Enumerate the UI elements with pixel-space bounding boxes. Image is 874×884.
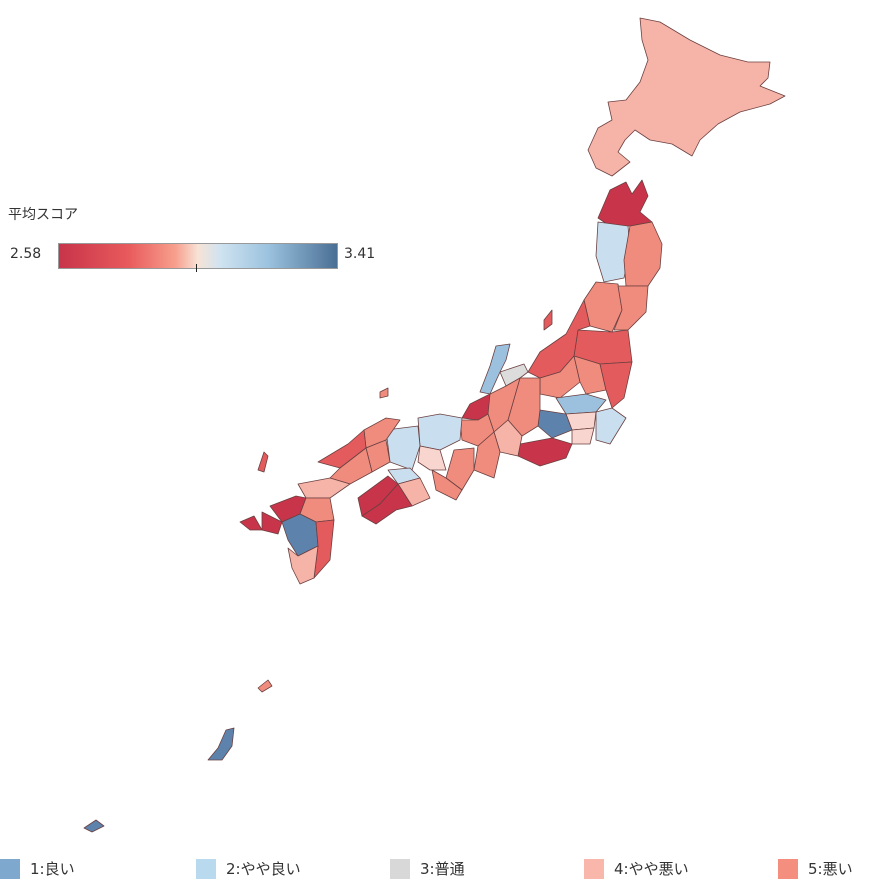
region-hokkaido[interactable] [587,17,786,177]
legend-min-label: 2.58 [10,246,42,262]
region-kyoto[interactable] [417,413,463,451]
region-tsushima[interactable] [257,451,269,473]
region-hiroshima[interactable] [329,447,373,485]
category-label: 4:やや悪い [614,860,689,878]
category-swatch [778,858,798,879]
category-legend-item-4[interactable]: 4:やや悪い [584,858,689,879]
region-akita[interactable] [595,221,631,283]
region-osaka[interactable] [417,445,447,471]
region-okinawa[interactable] [207,727,235,761]
region-mie[interactable] [473,431,501,479]
region-sakishima[interactable] [83,819,105,833]
category-swatch [0,858,20,879]
category-swatch [390,858,410,879]
region-chiba[interactable] [595,407,627,445]
region-nara[interactable] [445,447,475,491]
region-saga[interactable] [261,511,283,535]
category-swatch [584,858,604,879]
region-sado[interactable] [543,309,553,331]
region-niigata[interactable] [527,299,591,379]
region-oki[interactable] [379,387,389,399]
region-wakayama[interactable] [431,469,463,501]
category-legend: 1:良い 2:やや良い 3:普通 4:やや悪い 5:悪い [0,858,874,884]
category-label: 3:普通 [420,860,465,878]
region-miyazaki[interactable] [313,519,335,579]
region-shimane[interactable] [317,429,367,469]
category-legend-item-2[interactable]: 2:やや良い [196,858,301,879]
region-toyama[interactable] [499,363,529,387]
region-kanagawa[interactable] [571,427,595,445]
category-label: 5:悪い [808,860,853,878]
category-label: 1:良い [30,860,75,878]
region-iwate[interactable] [623,221,663,287]
category-legend-item-1[interactable]: 1:良い [0,858,75,879]
region-kagoshima[interactable] [287,545,319,585]
region-saitama[interactable] [555,393,607,415]
region-nagasaki[interactable] [239,515,263,531]
category-swatch [196,858,216,879]
legend-title: 平均スコア [8,207,78,223]
region-ibaraki[interactable] [599,361,633,409]
color-scale-tick [196,264,197,272]
legend-max-label: 3.41 [344,246,376,262]
category-legend-item-5[interactable]: 5:悪い [778,858,853,879]
category-label: 2:やや良い [226,860,301,878]
region-tochigi[interactable] [573,355,607,395]
region-shizuoka[interactable] [517,437,573,467]
region-kochi[interactable] [361,483,413,525]
region-amami[interactable] [257,679,273,693]
category-legend-item-3[interactable]: 3:普通 [390,858,465,879]
region-aomori[interactable] [597,179,653,227]
color-scale-bar [58,243,338,269]
region-ishikawa[interactable] [479,343,511,395]
region-yamaguchi[interactable] [297,477,351,499]
